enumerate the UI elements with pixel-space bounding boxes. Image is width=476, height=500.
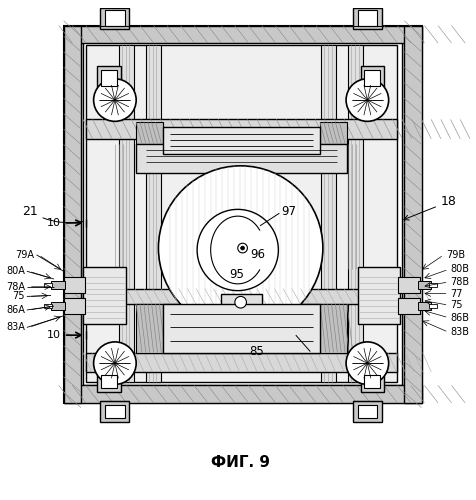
- Bar: [86, 352, 397, 372]
- Text: 77: 77: [450, 288, 462, 298]
- Text: 79A: 79A: [16, 250, 35, 260]
- Bar: [86, 120, 397, 139]
- Bar: [44, 304, 52, 308]
- Bar: [347, 45, 363, 382]
- Bar: [360, 371, 383, 392]
- Circle shape: [240, 246, 244, 250]
- Circle shape: [346, 79, 388, 122]
- Bar: [136, 144, 347, 172]
- Circle shape: [93, 79, 136, 122]
- Text: 21: 21: [22, 205, 83, 223]
- Bar: [360, 66, 383, 90]
- Bar: [51, 281, 64, 288]
- Text: 97: 97: [281, 205, 296, 218]
- Bar: [105, 10, 124, 26]
- Bar: [357, 405, 376, 418]
- Text: 95: 95: [229, 268, 244, 280]
- Bar: [63, 277, 85, 292]
- Text: 78B: 78B: [450, 277, 469, 287]
- Bar: [364, 375, 379, 388]
- Circle shape: [197, 210, 278, 290]
- Circle shape: [346, 342, 388, 384]
- Bar: [364, 70, 379, 86]
- Circle shape: [93, 342, 136, 384]
- Text: 10: 10: [47, 330, 60, 340]
- Bar: [86, 288, 397, 304]
- Bar: [221, 294, 261, 311]
- Text: 86A: 86A: [6, 305, 25, 315]
- Text: 75: 75: [450, 300, 462, 310]
- Bar: [136, 304, 163, 352]
- Bar: [100, 8, 129, 30]
- Bar: [83, 42, 401, 386]
- Bar: [163, 304, 319, 352]
- Bar: [319, 122, 347, 144]
- Bar: [63, 26, 81, 403]
- Text: 86B: 86B: [450, 312, 468, 322]
- Bar: [428, 304, 436, 308]
- Text: 10: 10: [47, 218, 60, 228]
- Bar: [319, 304, 347, 352]
- Bar: [417, 281, 430, 288]
- Bar: [63, 26, 421, 403]
- Bar: [97, 66, 120, 90]
- Bar: [100, 401, 129, 422]
- Bar: [357, 10, 376, 26]
- Text: 83B: 83B: [450, 327, 468, 337]
- Bar: [101, 375, 117, 388]
- Text: 85: 85: [249, 345, 264, 358]
- Bar: [417, 302, 430, 310]
- Bar: [357, 268, 399, 324]
- Bar: [320, 45, 336, 382]
- Bar: [101, 70, 117, 86]
- Bar: [119, 45, 134, 382]
- Bar: [352, 401, 381, 422]
- Bar: [136, 122, 163, 144]
- Text: 18: 18: [403, 195, 456, 220]
- Bar: [397, 298, 419, 314]
- Bar: [163, 127, 319, 154]
- Bar: [97, 371, 120, 392]
- Bar: [44, 283, 52, 287]
- Text: 96: 96: [250, 248, 265, 262]
- Bar: [352, 8, 381, 30]
- Bar: [146, 45, 161, 382]
- Bar: [63, 386, 421, 403]
- Circle shape: [237, 243, 247, 253]
- Circle shape: [234, 296, 246, 308]
- Bar: [428, 283, 436, 287]
- Circle shape: [158, 166, 322, 330]
- Bar: [397, 277, 419, 292]
- Text: 78A: 78A: [6, 282, 25, 292]
- Text: 80A: 80A: [6, 266, 25, 276]
- Text: 79B: 79B: [445, 250, 464, 260]
- Bar: [105, 405, 124, 418]
- Text: 83A: 83A: [6, 322, 25, 332]
- Bar: [51, 302, 64, 310]
- Text: 75: 75: [12, 292, 25, 302]
- Bar: [86, 45, 397, 382]
- Bar: [83, 268, 125, 324]
- Bar: [63, 26, 421, 43]
- Text: ФИГ. 9: ФИГ. 9: [211, 456, 269, 470]
- Bar: [403, 26, 421, 403]
- Bar: [63, 298, 85, 314]
- Text: 80B: 80B: [450, 264, 468, 274]
